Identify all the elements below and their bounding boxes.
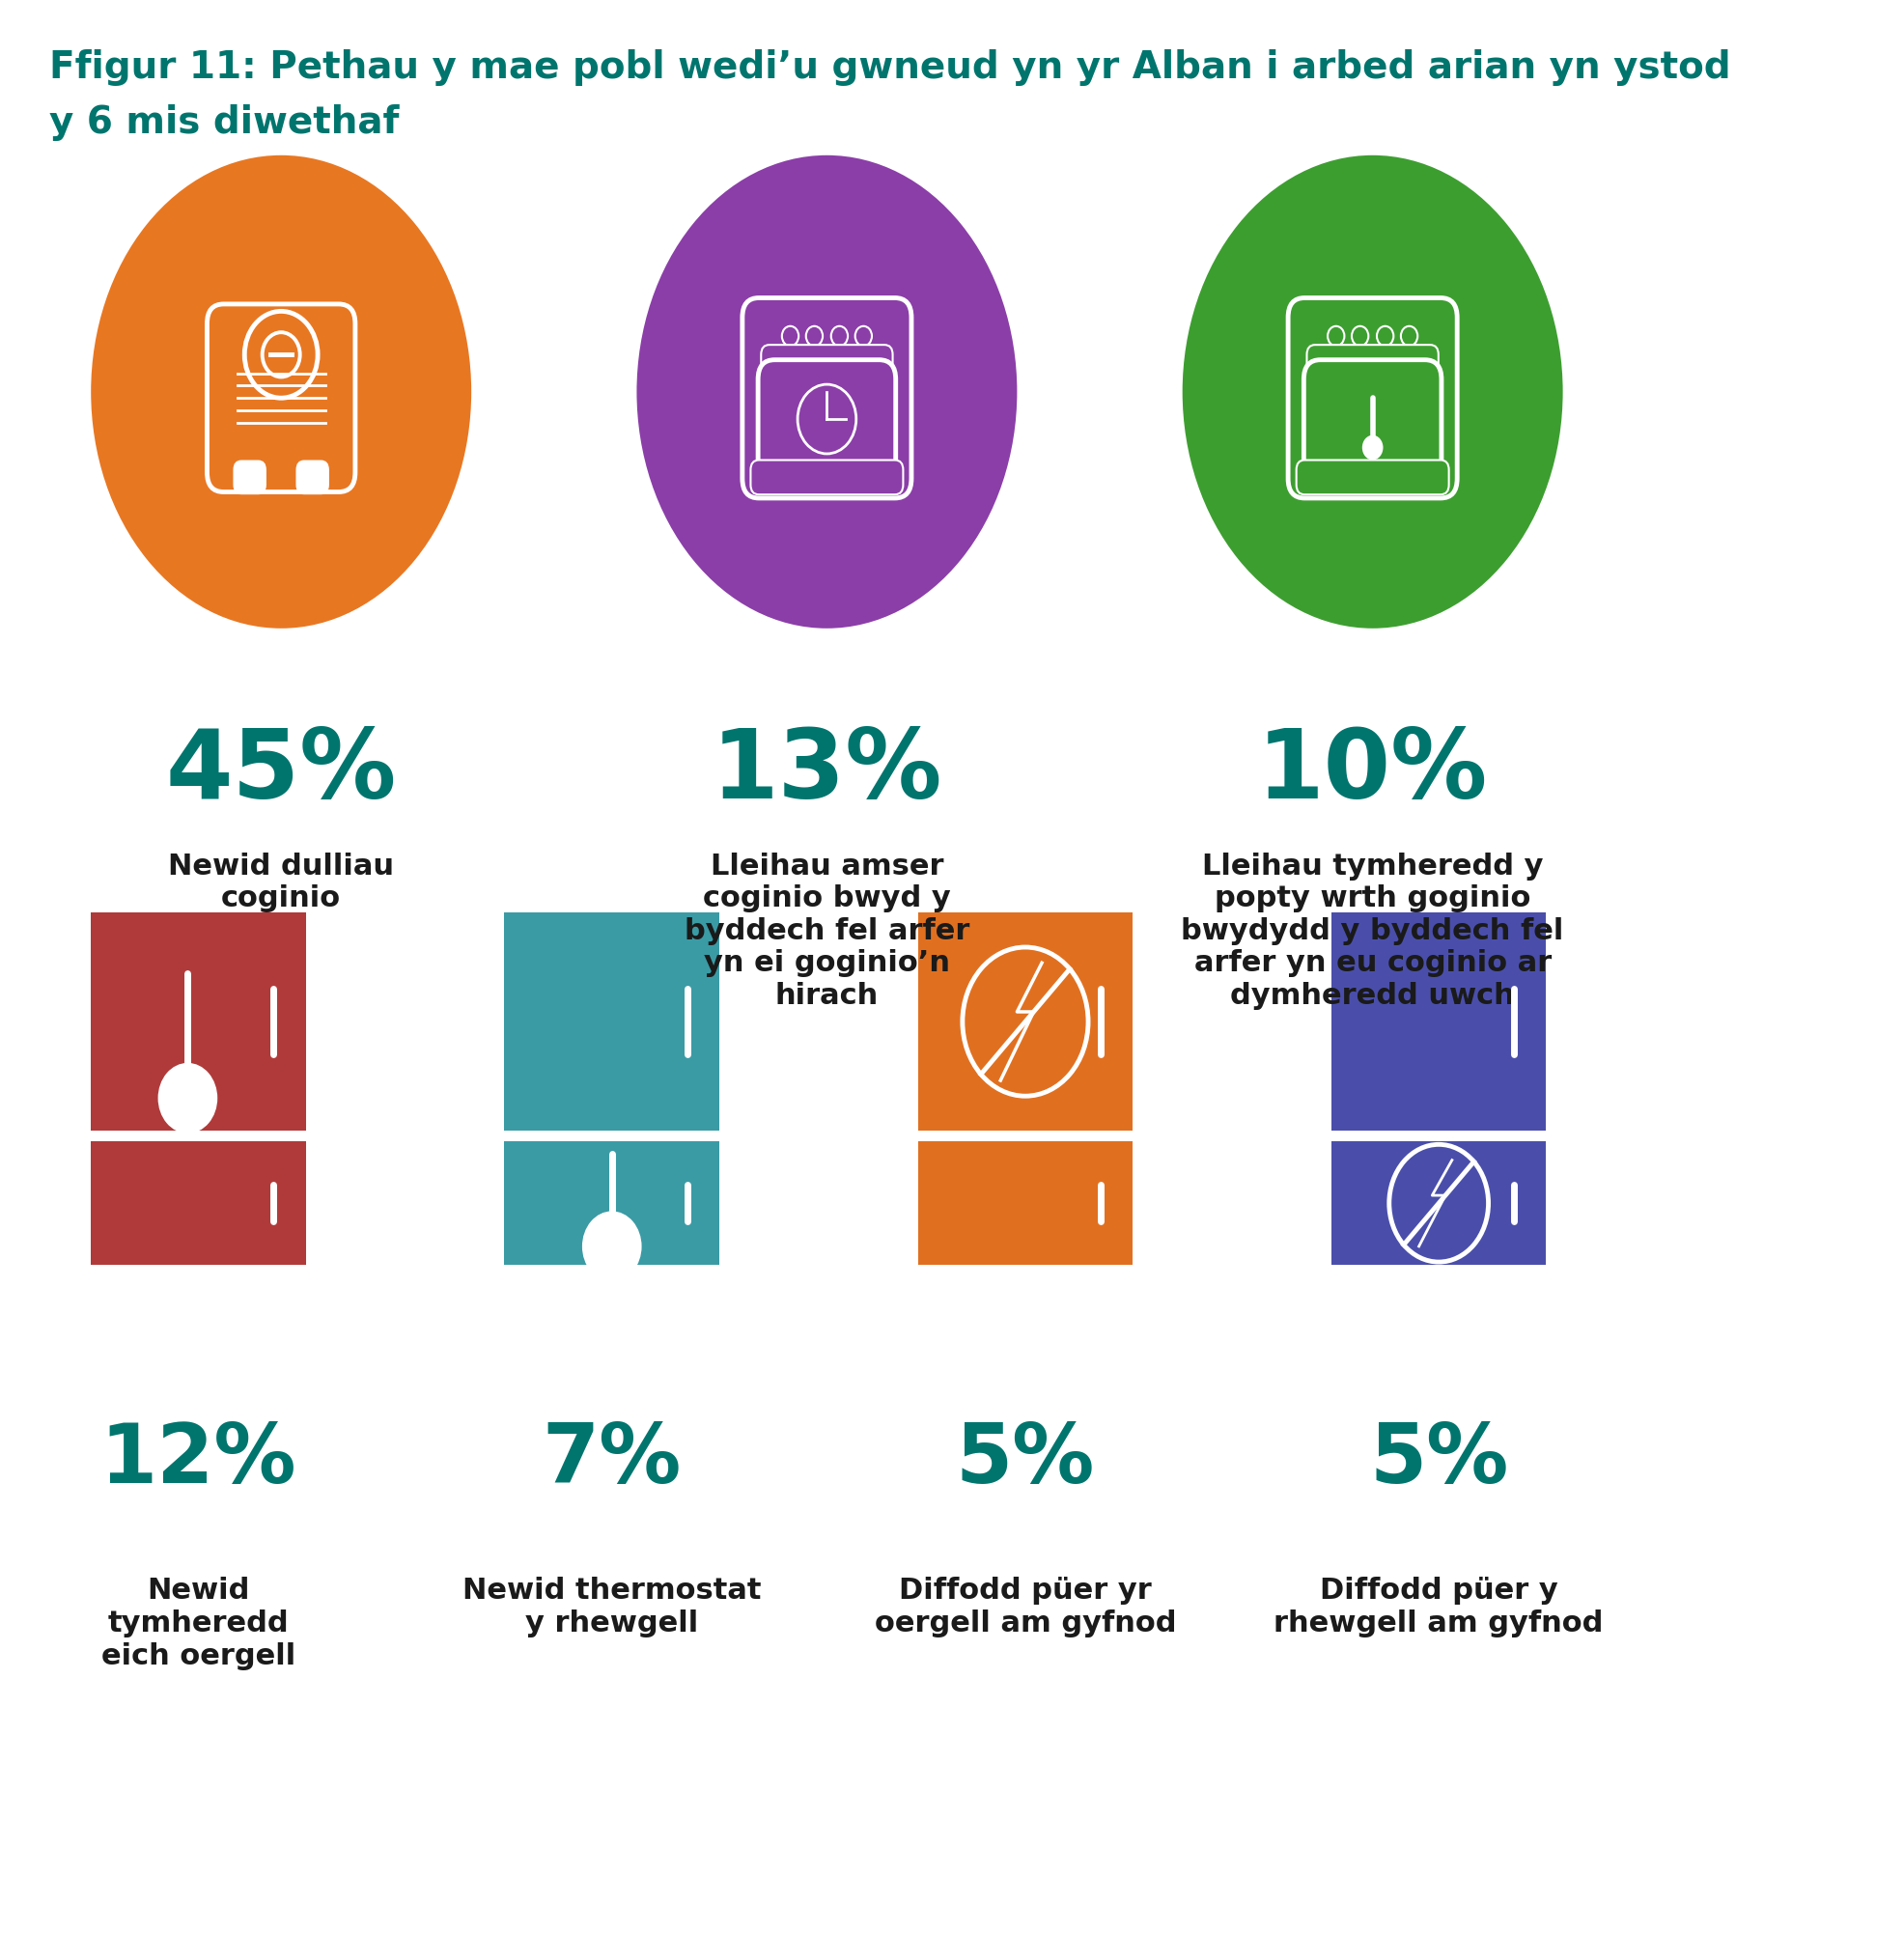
Text: Ffigur 11: Pethau y mae pobl wedi’u gwneud yn yr Alban i arbed arian yn ystod: Ffigur 11: Pethau y mae pobl wedi’u gwne… bbox=[50, 49, 1731, 86]
Text: y 6 mis diwethaf: y 6 mis diwethaf bbox=[50, 104, 400, 141]
FancyBboxPatch shape bbox=[91, 1142, 307, 1266]
Circle shape bbox=[583, 1211, 642, 1281]
Text: Lleihau tymheredd y
popty wrth goginio
bwydydd y byddech fel
arfer yn eu coginio: Lleihau tymheredd y popty wrth goginio b… bbox=[1180, 852, 1563, 1011]
FancyBboxPatch shape bbox=[743, 298, 912, 498]
FancyBboxPatch shape bbox=[1289, 298, 1457, 498]
Text: 10%: 10% bbox=[1257, 725, 1489, 819]
Text: Newid
tymheredd
eich oergell: Newid tymheredd eich oergell bbox=[101, 1577, 295, 1669]
Circle shape bbox=[263, 333, 301, 376]
FancyBboxPatch shape bbox=[758, 360, 895, 480]
Circle shape bbox=[855, 325, 872, 347]
FancyBboxPatch shape bbox=[208, 304, 356, 492]
Text: 5%: 5% bbox=[956, 1420, 1095, 1501]
Text: Diffodd püer y
rhewgell am gyfnod: Diffodd püer y rhewgell am gyfnod bbox=[1274, 1577, 1603, 1638]
Ellipse shape bbox=[1182, 155, 1563, 629]
Ellipse shape bbox=[636, 155, 1017, 629]
Circle shape bbox=[805, 325, 823, 347]
Circle shape bbox=[244, 311, 318, 398]
Text: 5%: 5% bbox=[1369, 1420, 1508, 1501]
FancyBboxPatch shape bbox=[750, 460, 902, 494]
FancyBboxPatch shape bbox=[1331, 913, 1546, 1130]
Circle shape bbox=[783, 325, 798, 347]
FancyBboxPatch shape bbox=[1306, 345, 1438, 380]
FancyBboxPatch shape bbox=[918, 1142, 1133, 1266]
Circle shape bbox=[798, 384, 857, 454]
Circle shape bbox=[1377, 325, 1394, 347]
Text: 7%: 7% bbox=[543, 1420, 682, 1501]
Ellipse shape bbox=[91, 155, 472, 629]
FancyBboxPatch shape bbox=[505, 1142, 720, 1266]
FancyBboxPatch shape bbox=[91, 913, 307, 1130]
FancyBboxPatch shape bbox=[1297, 460, 1449, 494]
FancyBboxPatch shape bbox=[918, 913, 1133, 1130]
FancyBboxPatch shape bbox=[295, 460, 329, 494]
Circle shape bbox=[830, 325, 847, 347]
Circle shape bbox=[1401, 325, 1418, 347]
FancyBboxPatch shape bbox=[1304, 360, 1441, 480]
Text: Lleihau amser
coginio bwyd y
byddech fel arfer
yn ei goginio’n
hirach: Lleihau amser coginio bwyd y byddech fel… bbox=[684, 852, 969, 1011]
Text: Newid thermostat
y rhewgell: Newid thermostat y rhewgell bbox=[463, 1577, 762, 1638]
Circle shape bbox=[1327, 325, 1344, 347]
Circle shape bbox=[1352, 325, 1369, 347]
Text: Newid dulliau
coginio: Newid dulliau coginio bbox=[168, 852, 394, 913]
Circle shape bbox=[158, 1064, 217, 1134]
Text: 12%: 12% bbox=[101, 1420, 297, 1501]
FancyBboxPatch shape bbox=[505, 913, 720, 1130]
FancyBboxPatch shape bbox=[1331, 1142, 1546, 1266]
FancyBboxPatch shape bbox=[762, 345, 893, 380]
FancyBboxPatch shape bbox=[232, 460, 267, 494]
Text: Diffodd püer yr
oergell am gyfnod: Diffodd püer yr oergell am gyfnod bbox=[874, 1577, 1177, 1638]
Text: 45%: 45% bbox=[166, 725, 396, 819]
Text: 13%: 13% bbox=[712, 725, 942, 819]
Circle shape bbox=[1361, 435, 1382, 460]
